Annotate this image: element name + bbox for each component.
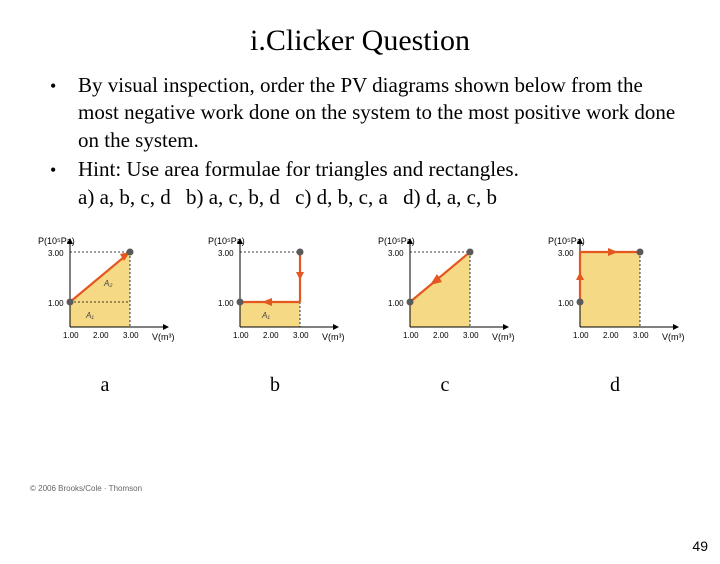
pv-chart-d: P(10⁵Pa) V(m³) 3.00 1.00 1.00 2.00 3.00 <box>540 232 690 352</box>
svg-text:A₁: A₁ <box>85 311 94 320</box>
svg-text:1.00: 1.00 <box>403 331 419 340</box>
page-number: 49 <box>692 538 708 554</box>
svg-text:P(10⁵Pa): P(10⁵Pa) <box>548 236 585 246</box>
diagram-label: c <box>370 374 520 397</box>
svg-text:V(m³): V(m³) <box>322 332 345 342</box>
diagram-b: P(10⁵Pa) V(m³) 3.00 1.00 1.00 2.00 3.00 … <box>200 232 350 397</box>
diagram-label: b <box>200 374 350 397</box>
svg-text:1.00: 1.00 <box>63 331 79 340</box>
svg-text:A₂: A₂ <box>103 279 112 288</box>
diagram-d: P(10⁵Pa) V(m³) 3.00 1.00 1.00 2.00 3.00 … <box>540 232 690 397</box>
pv-chart-c: P(10⁵Pa) V(m³) 3.00 1.00 1.00 2.00 3.00 <box>370 232 520 352</box>
svg-text:V(m³): V(m³) <box>662 332 685 342</box>
y-axis-label: P(10⁵Pa) <box>38 236 75 246</box>
option-d: d) d, a, c, b <box>403 185 497 209</box>
x-axis-label: V(m³) <box>152 332 175 342</box>
diagram-c: P(10⁵Pa) V(m³) 3.00 1.00 1.00 2.00 3.00 … <box>370 232 520 397</box>
diagram-row: P(10⁵Pa) V(m³) 3.00 1.00 1.00 2.00 3.00 … <box>20 232 700 397</box>
diagram-label: a <box>30 374 180 397</box>
svg-text:3.00: 3.00 <box>388 249 404 258</box>
svg-text:2.00: 2.00 <box>263 331 279 340</box>
option-c: c) d, b, c, a <box>295 185 388 209</box>
diagram-a: P(10⁵Pa) V(m³) 3.00 1.00 1.00 2.00 3.00 … <box>30 232 180 397</box>
svg-text:1.00: 1.00 <box>573 331 589 340</box>
answer-options: a) a, b, c, d b) a, c, b, d c) d, b, c, … <box>78 185 720 210</box>
svg-text:1.00: 1.00 <box>388 299 404 308</box>
svg-text:1.00: 1.00 <box>233 331 249 340</box>
svg-text:3.00: 3.00 <box>633 331 649 340</box>
svg-text:3.00: 3.00 <box>48 249 64 258</box>
bullet-item: • Hint: Use area formulae for triangles … <box>50 156 680 183</box>
svg-text:1.00: 1.00 <box>218 299 234 308</box>
bullet-list: • By visual inspection, order the PV dia… <box>50 72 680 183</box>
bullet-dot-icon: • <box>50 156 78 183</box>
svg-text:1.00: 1.00 <box>558 299 574 308</box>
svg-text:V(m³): V(m³) <box>492 332 515 342</box>
option-b: b) a, c, b, d <box>186 185 280 209</box>
svg-text:3.00: 3.00 <box>463 331 479 340</box>
svg-text:3.00: 3.00 <box>293 331 309 340</box>
svg-text:A₁: A₁ <box>261 311 270 320</box>
svg-text:2.00: 2.00 <box>433 331 449 340</box>
svg-text:3.00: 3.00 <box>218 249 234 258</box>
bullet-item: • By visual inspection, order the PV dia… <box>50 72 680 154</box>
copyright-text: © 2006 Brooks/Cole · Thomson <box>30 484 142 493</box>
svg-text:3.00: 3.00 <box>558 249 574 258</box>
svg-text:3.00: 3.00 <box>123 331 139 340</box>
bullet-text: By visual inspection, order the PV diagr… <box>78 72 680 154</box>
diagram-label: d <box>540 374 690 397</box>
option-a: a) a, b, c, d <box>78 185 171 209</box>
svg-text:1.00: 1.00 <box>48 299 64 308</box>
svg-text:P(10⁵Pa): P(10⁵Pa) <box>208 236 245 246</box>
pv-chart-b: P(10⁵Pa) V(m³) 3.00 1.00 1.00 2.00 3.00 … <box>200 232 350 352</box>
bullet-dot-icon: • <box>50 72 78 154</box>
slide-title: i.Clicker Question <box>0 24 720 58</box>
svg-text:2.00: 2.00 <box>603 331 619 340</box>
pv-chart-a: P(10⁵Pa) V(m³) 3.00 1.00 1.00 2.00 3.00 … <box>30 232 180 352</box>
svg-text:P(10⁵Pa): P(10⁵Pa) <box>378 236 415 246</box>
svg-text:2.00: 2.00 <box>93 331 109 340</box>
bullet-text: Hint: Use area formulae for triangles an… <box>78 156 680 183</box>
